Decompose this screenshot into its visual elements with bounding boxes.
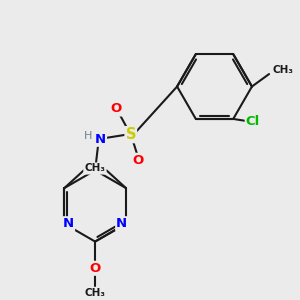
Text: N: N [95,133,106,146]
Text: O: O [110,103,122,116]
Text: CH₃: CH₃ [272,65,293,76]
Text: O: O [89,262,101,275]
Text: CH₃: CH₃ [84,164,105,173]
Text: CH₃: CH₃ [85,164,106,173]
Text: N: N [116,217,127,230]
Text: N: N [63,217,74,230]
Text: Cl: Cl [246,115,260,128]
Text: CH₃: CH₃ [85,288,106,298]
Text: O: O [132,154,143,167]
Text: S: S [125,127,136,142]
Text: H: H [84,131,92,141]
